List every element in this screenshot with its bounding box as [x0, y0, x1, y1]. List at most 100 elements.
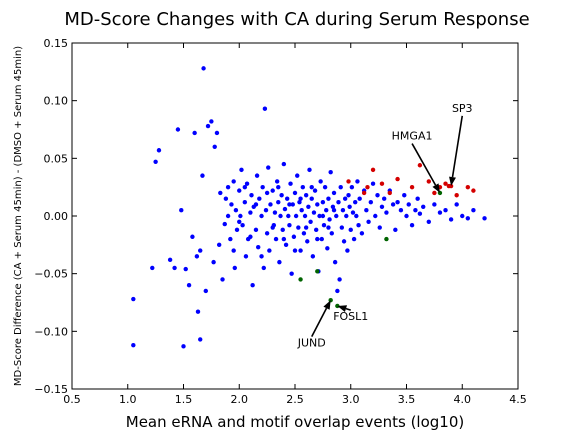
data-point — [315, 202, 320, 207]
data-point — [331, 190, 337, 196]
data-point — [310, 254, 316, 259]
data-point — [295, 173, 300, 178]
data-point — [298, 196, 303, 201]
annotations: SP3 HMGA1 FOSL1 JUND — [297, 102, 473, 350]
data-point — [201, 66, 206, 71]
data-point — [448, 183, 454, 189]
data-point — [222, 221, 227, 227]
data-point — [338, 184, 343, 190]
data-point — [335, 288, 340, 294]
data-point — [465, 184, 471, 190]
annotation-label: FOSL1 — [333, 310, 368, 323]
data-point — [347, 204, 352, 209]
data-point — [253, 202, 259, 207]
chart-title: MD-Score Changes with CA during Serum Re… — [64, 9, 529, 30]
data-point — [276, 199, 281, 205]
data-point — [302, 213, 308, 219]
data-point — [225, 213, 231, 219]
data-point — [232, 265, 237, 271]
data-point — [244, 181, 250, 186]
data-point — [300, 184, 306, 190]
data-point — [200, 173, 205, 178]
data-point — [404, 213, 409, 219]
data-point — [220, 277, 225, 282]
data-point — [375, 193, 380, 198]
data-point — [242, 199, 248, 205]
data-point — [443, 208, 448, 213]
y-tick-label: 0.00 — [44, 210, 69, 223]
data-point — [272, 210, 278, 215]
data-point — [402, 193, 407, 198]
data-point — [167, 257, 173, 263]
annotation-label: JUND — [297, 337, 326, 350]
data-point — [321, 223, 327, 228]
data-point — [190, 234, 195, 239]
data-point — [349, 184, 355, 190]
data-point — [229, 202, 234, 207]
data-point — [198, 337, 203, 342]
data-point — [346, 179, 351, 184]
data-point — [211, 259, 216, 265]
data-point — [259, 213, 264, 219]
data-point — [335, 303, 340, 309]
annotation-arrowhead — [337, 305, 348, 312]
data-point — [290, 202, 295, 207]
data-point — [315, 269, 320, 274]
data-point — [175, 127, 181, 132]
data-point — [334, 213, 339, 219]
data-point — [409, 184, 415, 190]
data-point — [280, 227, 285, 233]
data-point — [228, 236, 233, 242]
data-point — [203, 288, 208, 294]
data-point — [282, 206, 288, 212]
data-point — [448, 217, 454, 222]
data-point — [344, 213, 349, 219]
data-point — [390, 202, 396, 207]
data-point — [426, 219, 431, 224]
data-point — [263, 208, 269, 213]
data-point — [366, 219, 371, 224]
data-point — [212, 144, 217, 149]
data-point — [443, 181, 448, 186]
data-point — [250, 283, 255, 288]
data-point — [339, 225, 345, 230]
data-point — [209, 119, 214, 124]
data-point — [274, 179, 280, 184]
series-1 — [346, 163, 476, 198]
data-point — [409, 223, 415, 228]
data-point — [289, 271, 294, 276]
data-point — [482, 216, 487, 221]
data-point — [320, 199, 326, 205]
annotation-arrowhead — [432, 183, 440, 193]
x-tick-label: 1.0 — [119, 393, 137, 406]
data-point — [237, 188, 242, 193]
data-point — [286, 213, 291, 219]
data-point — [370, 181, 376, 186]
data-point — [242, 184, 248, 190]
data-point — [281, 236, 287, 242]
data-point — [306, 204, 311, 209]
data-point — [153, 159, 158, 164]
data-point — [319, 236, 324, 242]
annotation-arrow — [345, 307, 351, 311]
data-point — [337, 277, 342, 282]
x-tick-label: 3.5 — [398, 393, 416, 406]
data-point — [270, 188, 275, 193]
x-tick-label: 3.0 — [342, 393, 360, 406]
annotation-arrow — [311, 307, 328, 338]
data-point — [261, 265, 266, 271]
data-point — [325, 246, 330, 251]
data-point — [239, 167, 244, 173]
data-point — [262, 106, 268, 111]
annotation-arrow — [411, 143, 437, 186]
data-point — [303, 225, 309, 230]
data-point — [234, 227, 240, 233]
data-point — [331, 208, 337, 213]
series-2 — [298, 190, 443, 309]
data-point — [249, 193, 254, 198]
data-point — [181, 344, 186, 349]
data-point — [216, 242, 222, 248]
data-point — [266, 165, 271, 170]
data-point — [406, 202, 411, 207]
data-point — [253, 227, 259, 233]
